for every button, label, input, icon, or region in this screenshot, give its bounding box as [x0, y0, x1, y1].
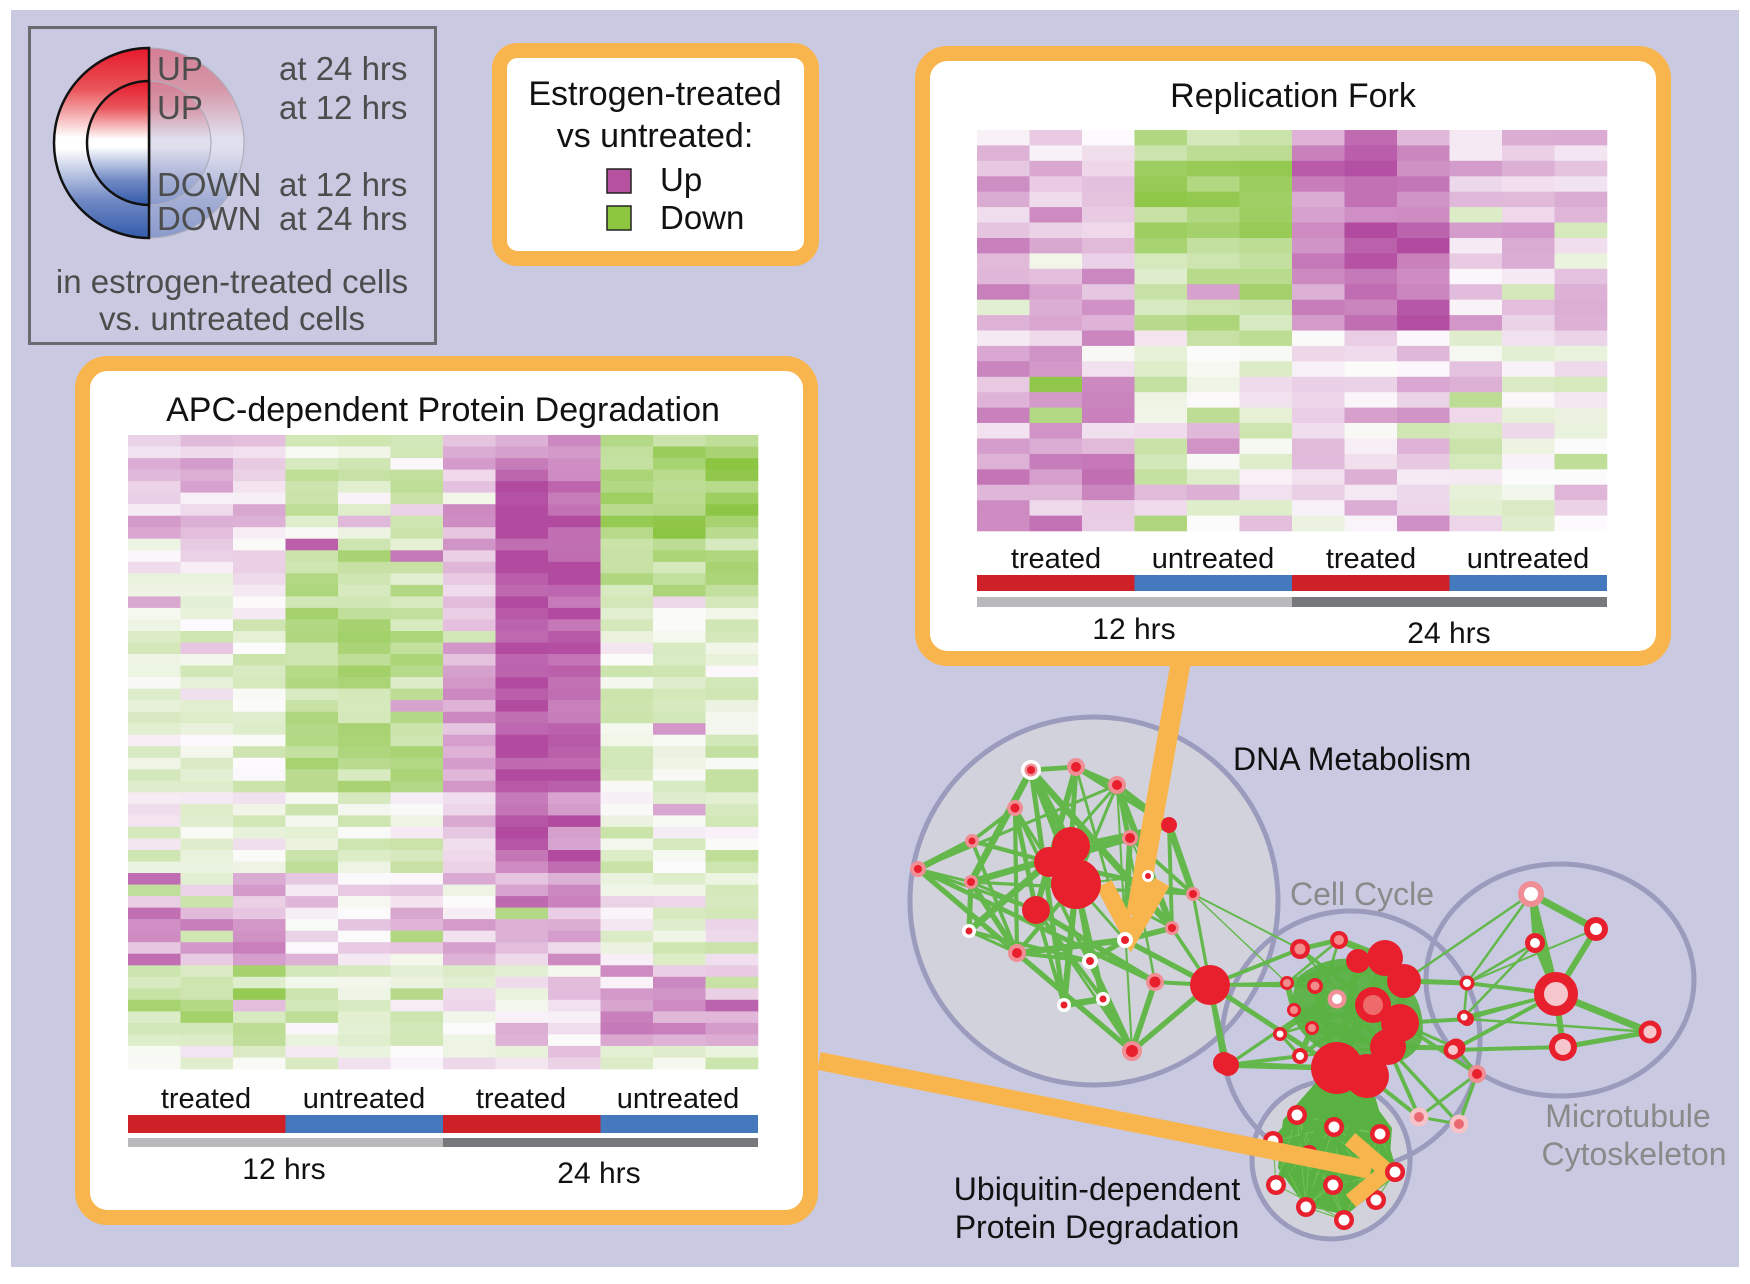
svg-text:untreated: untreated	[303, 1083, 426, 1115]
svg-text:24 hrs: 24 hrs	[557, 1157, 640, 1190]
svg-text:untreated: untreated	[617, 1083, 740, 1115]
svg-text:untreated: untreated	[1152, 543, 1275, 575]
svg-text:DOWN: DOWN	[157, 166, 261, 203]
svg-text:Down: Down	[660, 199, 744, 236]
svg-text:DOWN: DOWN	[157, 200, 261, 237]
svg-text:treated: treated	[1326, 543, 1416, 575]
svg-text:treated: treated	[476, 1083, 566, 1115]
svg-text:at 12 hrs: at 12 hrs	[279, 89, 407, 126]
svg-text:12 hrs: 12 hrs	[242, 1153, 325, 1186]
svg-text:at 24 hrs: at 24 hrs	[279, 200, 407, 237]
svg-text:UP: UP	[157, 50, 203, 87]
svg-text:Up: Up	[660, 161, 702, 198]
svg-text:Protein Degradation: Protein Degradation	[955, 1209, 1240, 1245]
svg-text:treated: treated	[1011, 543, 1101, 575]
svg-text:UP: UP	[157, 89, 203, 126]
svg-text:24 hrs: 24 hrs	[1407, 617, 1490, 650]
svg-text:DNA Metabolism: DNA Metabolism	[1233, 741, 1471, 777]
svg-text:12 hrs: 12 hrs	[1092, 613, 1175, 646]
svg-text:untreated: untreated	[1467, 543, 1590, 575]
svg-text:Microtubule: Microtubule	[1545, 1098, 1710, 1134]
svg-text:vs. untreated cells: vs. untreated cells	[99, 300, 365, 337]
svg-text:at 24 hrs: at 24 hrs	[279, 50, 407, 87]
svg-text:Replication Fork: Replication Fork	[1170, 77, 1417, 115]
svg-text:vs untreated:: vs untreated:	[557, 117, 754, 155]
svg-text:in estrogen-treated cells: in estrogen-treated cells	[56, 263, 408, 300]
svg-text:at 12 hrs: at 12 hrs	[279, 166, 407, 203]
svg-text:Estrogen-treated: Estrogen-treated	[528, 75, 781, 113]
svg-text:Ubiquitin-dependent: Ubiquitin-dependent	[954, 1171, 1241, 1207]
svg-text:APC-dependent Protein Degradat: APC-dependent Protein Degradation	[166, 391, 720, 429]
svg-text:treated: treated	[161, 1083, 251, 1115]
svg-text:Cytoskeleton: Cytoskeleton	[1542, 1136, 1727, 1172]
svg-text:Cell Cycle: Cell Cycle	[1290, 876, 1434, 912]
